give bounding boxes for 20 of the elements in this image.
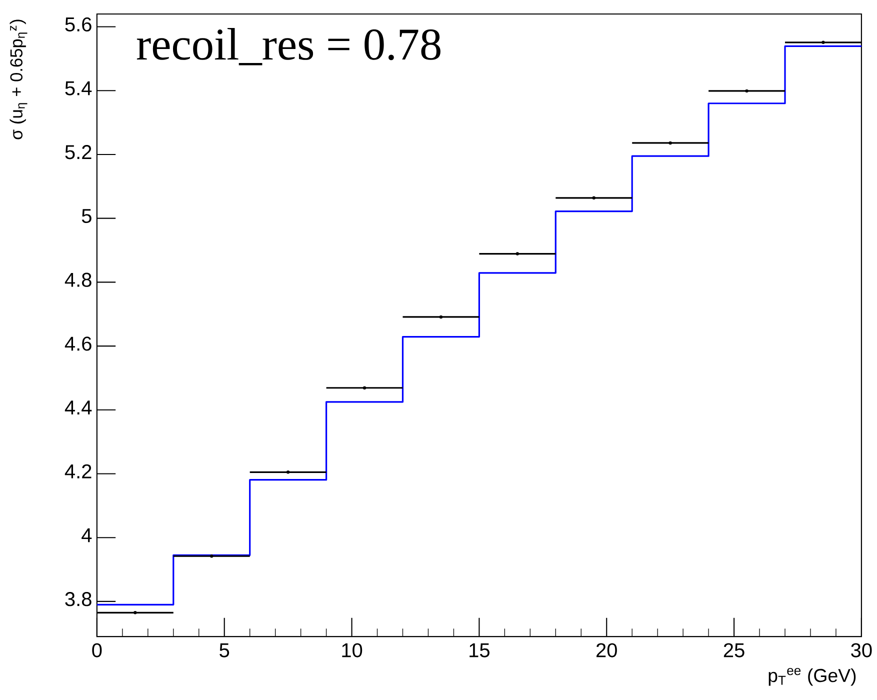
x-tick-label: 0 [92, 643, 102, 658]
x-axis-title: p$_{T}$$^{ee}$ (GeV) [768, 668, 856, 686]
y-tick-label: 5 [82, 209, 92, 224]
y-tick-label: 5.6 [65, 18, 92, 32]
x-tick-label: 15 [470, 644, 490, 658]
y-tick-label: 3.8 [65, 592, 92, 606]
x-tick-label: 30 [851, 643, 872, 658]
y-axis-title: σ (u$_{η}$ + 0.65p$_{η}$$^{z}$) [10, 20, 28, 140]
y-tick-label: 4 [82, 528, 92, 542]
y-tick-label: 4.8 [64, 272, 92, 288]
annotation: recoil_res = 0.78 [136, 28, 440, 66]
x-tick-label: 5 [220, 644, 230, 658]
y-tick-label: 5.2 [65, 145, 92, 160]
y-tick-label: 4.4 [64, 400, 92, 415]
x-tick-label: 25 [724, 643, 744, 658]
y-tick-label: 4.6 [64, 336, 92, 351]
y-tick-label: 4.2 [64, 464, 92, 478]
x-tick-label: 10 [342, 643, 362, 658]
y-tick-label: 5.4 [65, 82, 92, 96]
x-tick-label: 20 [596, 643, 617, 658]
